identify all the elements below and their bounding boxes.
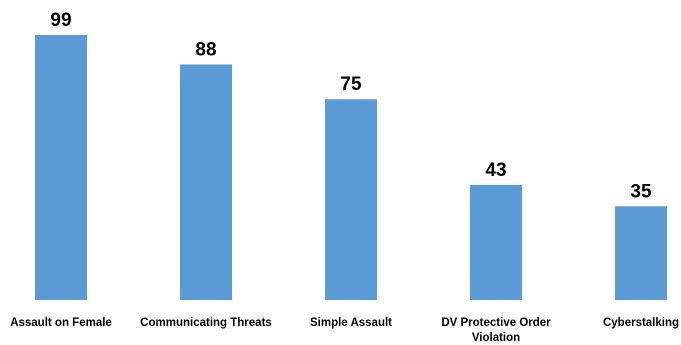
category-label-3-line-0: DV Protective Order bbox=[441, 317, 551, 329]
data-label-3: 43 bbox=[485, 160, 506, 181]
category-label-3-line-1: Violation bbox=[472, 332, 520, 344]
data-label-2: 75 bbox=[340, 74, 362, 95]
bar-4 bbox=[615, 206, 667, 300]
category-label-2: Simple Assault bbox=[310, 317, 392, 329]
data-label-1: 88 bbox=[195, 39, 216, 60]
category-label-4: Cyberstalking bbox=[603, 317, 679, 329]
category-label-0: Assault on Female bbox=[10, 317, 112, 329]
data-label-0: 99 bbox=[50, 10, 71, 31]
bar-1 bbox=[180, 64, 232, 300]
bar-0 bbox=[35, 35, 87, 300]
data-label-4: 35 bbox=[630, 181, 652, 202]
category-label-1: Communicating Threats bbox=[140, 317, 272, 329]
bar-3 bbox=[470, 184, 522, 300]
bar-2 bbox=[325, 99, 377, 300]
